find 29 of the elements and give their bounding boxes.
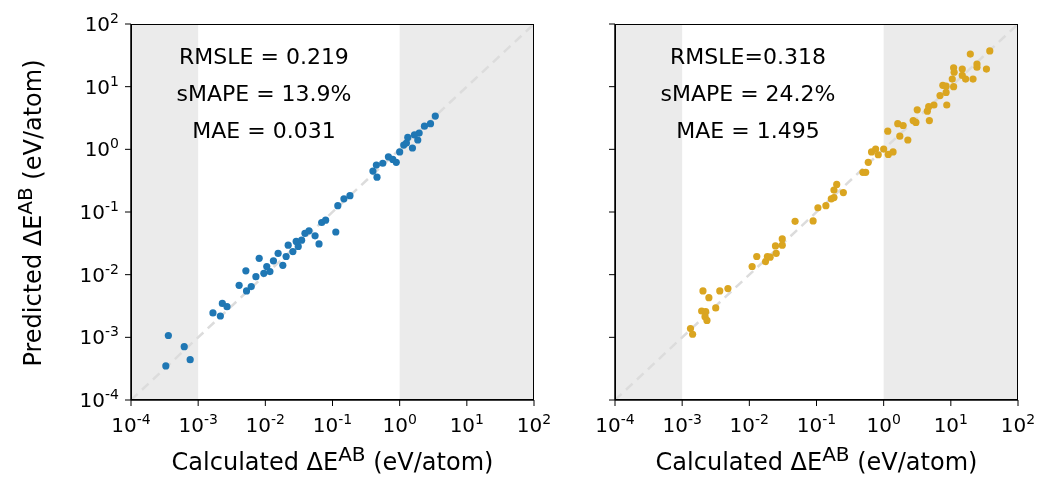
annotation: sMAPE = 13.9%	[175, 81, 353, 106]
x-tick-label: 10$^{0}$	[866, 411, 901, 437]
x-tick-label: 10$^{0}$	[382, 411, 417, 437]
y-tick-label: 10$^{-3}$	[79, 323, 119, 350]
x-tick-label: 10$^{2}$	[516, 411, 552, 437]
x-tick-label: 10$^{-2}$	[245, 411, 286, 437]
x-tick-label: 10$^{-1}$	[312, 411, 353, 437]
y-tick-label: 10$^{-2}$	[79, 260, 119, 287]
y-tick-label: 10$^{2}$	[84, 10, 119, 36]
x-axis-title: Calculated ΔE$^{AB}$ (eV/atom)	[654, 442, 979, 476]
annotation: sMAPE = 24.2%	[659, 81, 837, 106]
x-axis-title: Calculated ΔE$^{AB}$ (eV/atom)	[170, 442, 495, 476]
annotation: RMSLE = 0.219	[178, 44, 350, 69]
x-tick-label: 10$^{-4}$	[595, 411, 635, 437]
x-tick-label: 10$^{-4}$	[111, 411, 151, 437]
y-tick-label: 10$^{1}$	[84, 72, 119, 99]
y-tick-label: 10$^{-4}$	[79, 386, 120, 412]
y-tick-label: 10$^{0}$	[84, 135, 119, 162]
x-tick-label: 10$^{2}$	[1000, 411, 1036, 437]
x-tick-label: 10$^{1}$	[449, 411, 485, 437]
x-tick-label: 10$^{1}$	[933, 411, 969, 437]
annotation: MAE = 1.495	[675, 118, 821, 143]
y-tick-label: 10$^{-1}$	[79, 198, 119, 224]
x-tick-label: 10$^{-1}$	[796, 411, 837, 437]
x-tick-label: 10$^{-2}$	[729, 411, 770, 437]
annotation: MAE = 0.031	[191, 118, 337, 143]
x-tick-label: 10$^{-3}$	[662, 411, 702, 437]
x-tick-label: 10$^{-3}$	[178, 411, 218, 437]
annotation: RMSLE=0.318	[669, 44, 827, 69]
